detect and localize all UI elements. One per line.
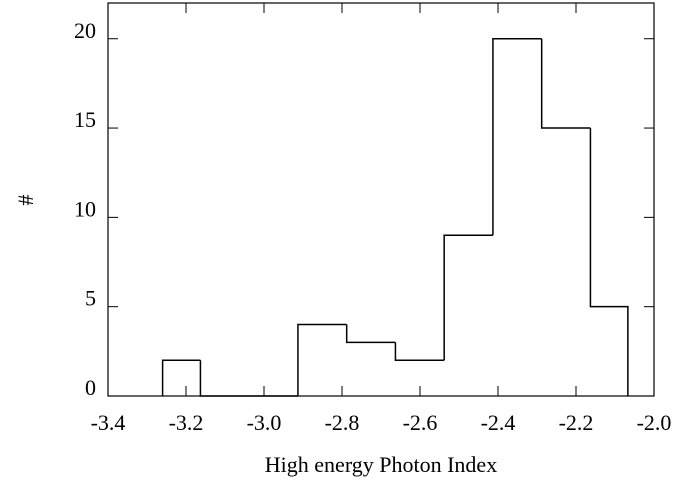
y-tick-label: 10	[74, 196, 96, 221]
histogram-bar	[161, 359, 201, 396]
histogram-bar	[394, 342, 445, 362]
x-tick-label: -2.4	[481, 410, 516, 435]
y-tick-label: 5	[85, 286, 96, 311]
y-tick-label: 20	[74, 18, 96, 43]
histogram-bar	[492, 37, 542, 236]
x-tick-label: -3.2	[169, 410, 204, 435]
plot-frame	[107, 2, 655, 397]
x-tick-label: -3.4	[91, 410, 126, 435]
histogram-bar	[345, 324, 396, 344]
x-tick-label: -2.0	[637, 410, 672, 435]
histogram-bar	[589, 128, 629, 396]
histogram-bar	[540, 38, 591, 129]
y-axis-label: #	[13, 195, 38, 206]
x-tick-label: -2.2	[559, 410, 594, 435]
x-tick-label: -2.6	[403, 410, 438, 435]
histogram-bar	[199, 360, 250, 397]
histogram-bar	[443, 234, 493, 361]
y-tick-label: 0	[85, 375, 96, 400]
x-axis-label: High energy Photon Index	[265, 452, 497, 477]
x-tick-label: -3.0	[247, 410, 282, 435]
x-tick-label: -2.8	[325, 410, 360, 435]
y-tick-label: 15	[74, 107, 96, 132]
histogram-bar	[297, 323, 347, 396]
